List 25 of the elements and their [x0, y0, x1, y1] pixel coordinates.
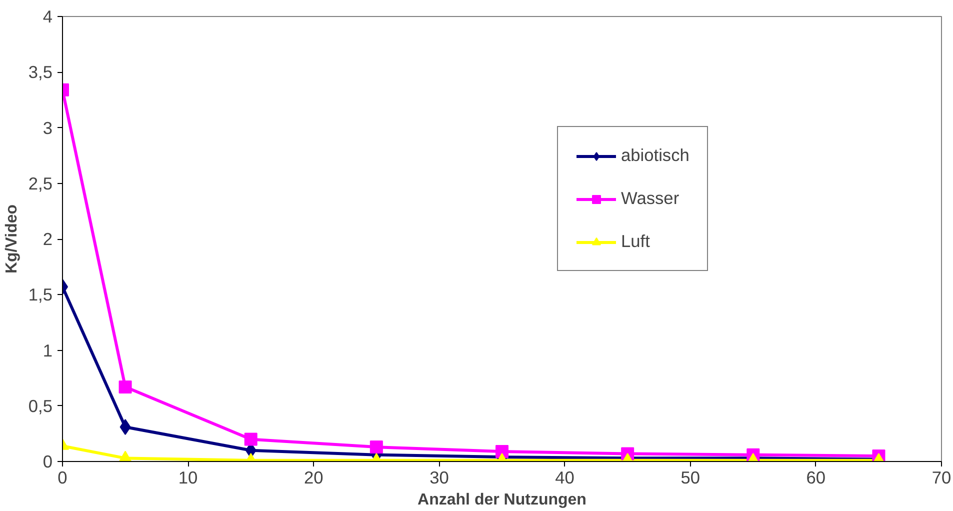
y-tick-label: 2: [42, 229, 53, 249]
point: [118, 380, 132, 394]
x-tick-label: 0: [58, 468, 68, 488]
x-tick-label: 60: [806, 468, 826, 488]
legend-label: Wasser: [621, 188, 680, 209]
x-tick-label: 20: [304, 468, 324, 488]
legend-label: Luft: [621, 231, 650, 252]
y-tick-label: 3: [42, 118, 53, 138]
y-tick-label: 4: [42, 6, 53, 26]
x-axis-title: Anzahl der Nutzungen: [418, 492, 586, 508]
legend-label: abiotisch: [621, 145, 690, 166]
y-tick-label: 3,5: [28, 62, 53, 82]
point: [370, 440, 383, 454]
y-axis-title: Kg/Video: [3, 204, 20, 274]
y-tick-label: 2,5: [28, 173, 53, 194]
x-tick-label: 10: [178, 468, 198, 488]
y-tick-label: 1,5: [28, 284, 53, 305]
y-tick-label: 1: [42, 340, 53, 360]
x-tick-label: 50: [680, 468, 700, 488]
x-tick-label: 30: [430, 468, 449, 488]
y-tick-label: 0: [42, 452, 53, 472]
point: [244, 432, 258, 446]
y-tick-label: 0,5: [28, 396, 53, 416]
x-tick-label: 70: [932, 468, 952, 488]
x-tick-label: 40: [555, 468, 574, 488]
